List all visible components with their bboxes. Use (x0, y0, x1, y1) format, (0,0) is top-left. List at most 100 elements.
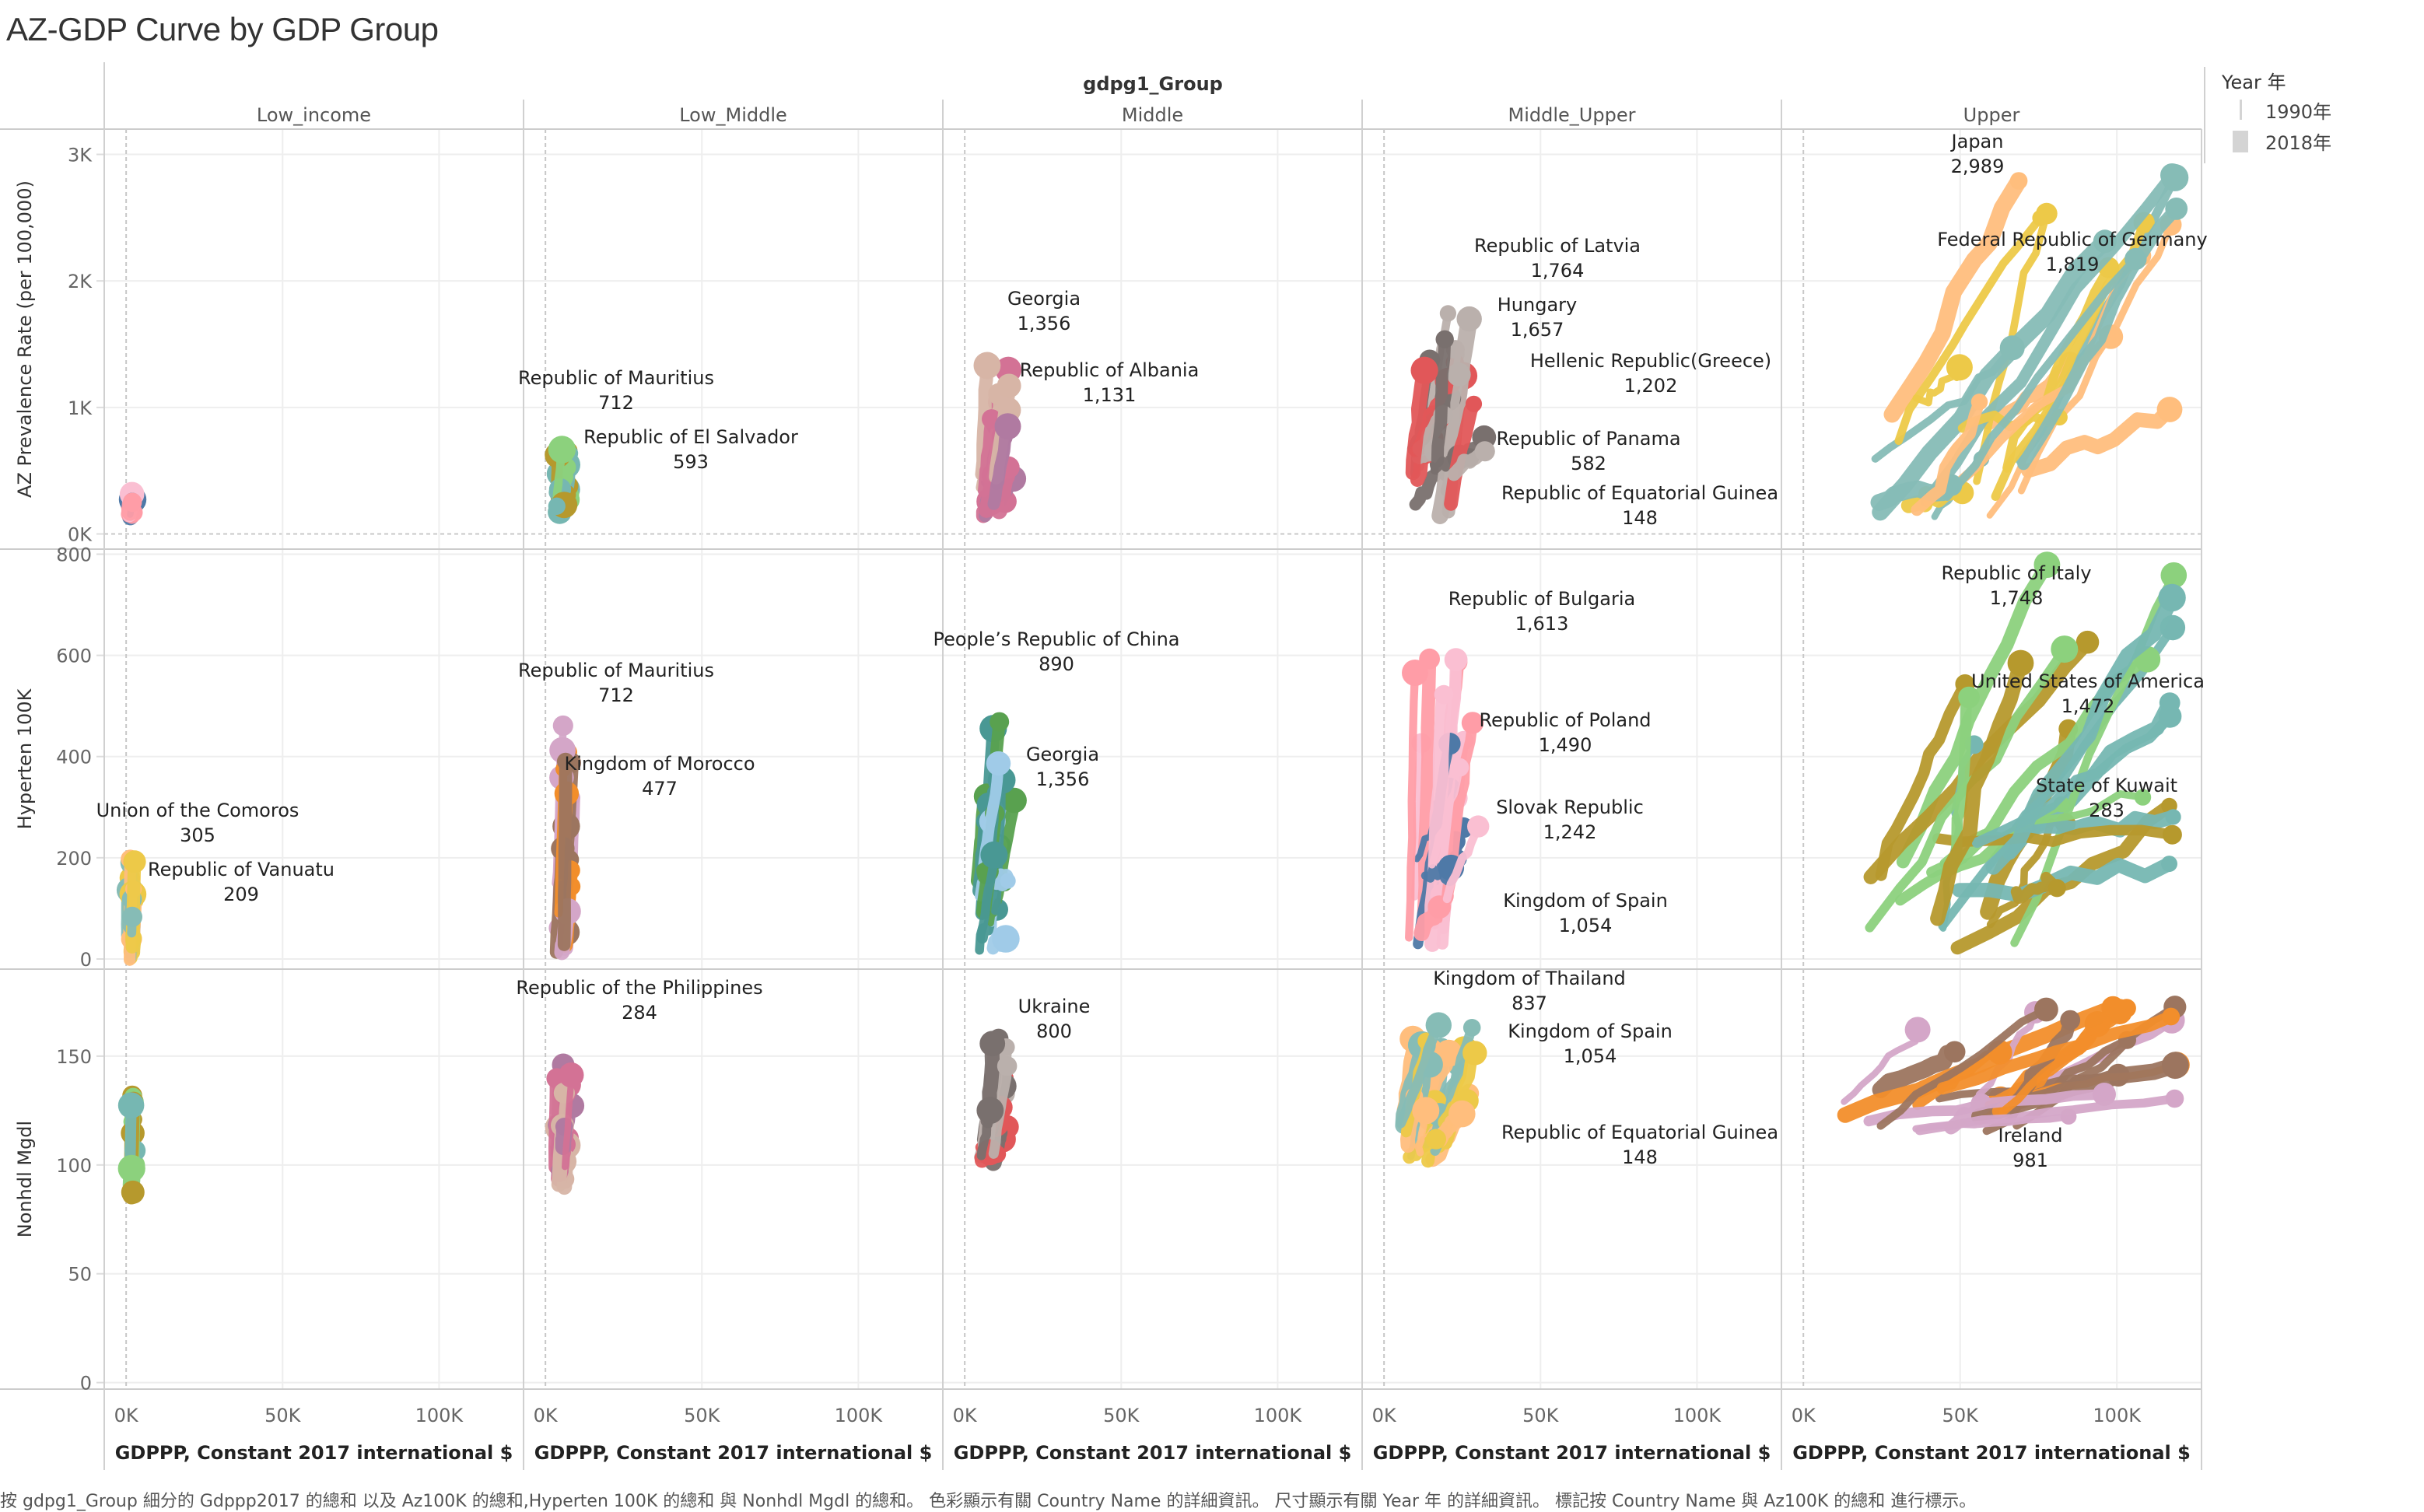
country-endpoint-2018 (1000, 873, 1016, 889)
annotation-value: 305 (180, 824, 215, 846)
country-endpoint-2018 (559, 1062, 583, 1087)
annotation-value: 1,356 (1018, 313, 1071, 334)
country-endpoint-2018 (1450, 758, 1469, 777)
annotation-country-name: Hellenic Republic(Greece) (1530, 350, 1771, 372)
country-endpoint-2018 (1448, 1101, 1476, 1128)
y-tick-label: 0K (68, 523, 93, 545)
annotation-country-name: Republic of Mauritius (518, 367, 714, 389)
country-endpoint-2018 (1457, 306, 1482, 331)
country-endpoint-2018 (980, 842, 1007, 869)
annotation-country-name: Republic of Mauritius (518, 660, 714, 681)
column-header: Middle_Upper (1508, 104, 1636, 126)
annotation-value: 283 (2089, 800, 2125, 821)
country-endpoint-2018 (1445, 648, 1468, 671)
x-tick-label: 0K (1792, 1405, 1816, 1426)
x-tick-label: 100K (415, 1405, 464, 1426)
annotation-value: 1,054 (1559, 915, 1613, 936)
country-endpoint-2018 (548, 498, 566, 515)
annotation-value: 1,819 (2046, 254, 2100, 275)
annotation-country-name: Ukraine (1018, 996, 1091, 1017)
country-endpoint-2018 (2032, 210, 2048, 226)
country-endpoint-2018 (2060, 1010, 2080, 1031)
y-tick-label: 2K (68, 271, 93, 292)
country-endpoint-2018 (1447, 362, 1471, 387)
column-header: Low_income (257, 104, 371, 126)
annotation-value: 284 (622, 1002, 657, 1024)
country-endpoint-2018 (2166, 809, 2181, 824)
x-tick-label: 50K (1942, 1405, 1980, 1426)
x-tick-label: 50K (264, 1405, 302, 1426)
annotation-value: 1,490 (1539, 734, 1592, 756)
annotation-country-name: Republic of the Philippines (516, 977, 762, 999)
country-endpoint-2018 (121, 1181, 145, 1204)
country-endpoint-2018 (2010, 172, 2028, 190)
country-endpoint-2018 (2157, 397, 2183, 422)
country-endpoint-2018 (2162, 1052, 2189, 1079)
x-tick-label: 0K (534, 1405, 559, 1426)
annotation-country-name: Republic of Poland (1479, 709, 1651, 731)
annotation-value: 837 (1511, 992, 1547, 1014)
country-endpoint-2018 (997, 374, 1021, 398)
legend[interactable]: Year 年 1990年 2018年 (2221, 72, 2331, 154)
y-tick-label: 100 (56, 1155, 92, 1177)
country-endpoint-2018 (976, 1097, 1004, 1124)
legend-item-2018[interactable]: 2018年 (2265, 132, 2331, 154)
annotation-value: 890 (1039, 653, 1074, 675)
annotation-country-name: Kingdom of Morocco (564, 753, 755, 775)
annotation-country-name: Republic of El Salvador (583, 426, 798, 448)
annotation-value: 1,613 (1515, 613, 1569, 635)
column-group-title: gdpg1_Group (1083, 73, 1223, 95)
annotation-value: 1,472 (2061, 695, 2115, 717)
annotation-value: 2,989 (1951, 156, 2005, 177)
country-endpoint-2018 (997, 1056, 1018, 1076)
country-endpoint-2018 (2158, 584, 2185, 611)
country-endpoint-2018 (979, 1031, 1005, 1056)
country-endpoint-2018 (1466, 396, 1482, 412)
country-endpoint-2018 (2048, 879, 2066, 897)
annotation-country-name: Republic of Vanuatu (148, 859, 335, 880)
country-endpoint-2018 (1944, 1041, 1966, 1063)
annotation-country-name: Republic of Equatorial Guinea (1501, 1122, 1778, 1143)
annotation-country-name: Republic of Bulgaria (1448, 588, 1636, 610)
y-tick-label: 3K (68, 145, 93, 166)
country-endpoint-2018 (990, 712, 1009, 732)
legend-item-1990[interactable]: 1990年 (2265, 101, 2331, 123)
country-endpoint-2018 (1426, 1129, 1446, 1150)
country-endpoint-2018 (1412, 1097, 1439, 1124)
country-endpoint-2018 (2166, 1090, 2184, 1108)
annotation-value: 209 (223, 884, 259, 905)
country-endpoint-2018 (2000, 335, 2025, 360)
legend-swatch-1990[interactable] (2240, 100, 2242, 120)
x-axis-title: GDPPP, Constant 2017 international $ (1373, 1442, 1771, 1464)
chart-caption: 按 gdpg1_Group 細分的 Gdppp2017 的總和 以及 Az100… (0, 1487, 1976, 1512)
annotation-value: 148 (1622, 1146, 1658, 1168)
country-endpoint-2018 (1905, 1017, 1931, 1042)
country-endpoint-2018 (1467, 815, 1489, 837)
country-trajectory (1926, 175, 2172, 501)
annotation-country-name: Federal Republic of Germany (1937, 229, 2207, 250)
country-endpoint-2018 (123, 850, 145, 873)
annotation-country-name: Japan (1950, 131, 2004, 152)
country-endpoint-2018 (1434, 685, 1454, 705)
country-endpoint-2018 (2161, 856, 2177, 872)
annotation-country-name: People’s Republic of China (933, 628, 1179, 650)
annotation-value: 1,748 (1990, 587, 2044, 609)
country-endpoint-2018 (123, 493, 142, 513)
legend-title: Year 年 (2221, 72, 2286, 93)
annotation-value: 1,242 (1543, 821, 1597, 843)
country-endpoint-2018 (1402, 660, 1428, 686)
annotation-country-name: State of Kuwait (2036, 775, 2177, 796)
annotation-value: 712 (598, 684, 634, 706)
x-axis-title: GDPPP, Constant 2017 international $ (115, 1442, 513, 1464)
country-endpoint-2018 (553, 716, 573, 736)
x-tick-label: 100K (1673, 1405, 1722, 1426)
country-endpoint-2018 (548, 436, 576, 463)
annotation-value: 1,764 (1531, 260, 1585, 282)
annotation-country-name: Union of the Comoros (96, 800, 299, 821)
legend-swatch-2018[interactable] (2233, 131, 2248, 152)
country-trajectory (1438, 339, 1445, 461)
y-tick-label: 800 (56, 544, 92, 566)
y-tick-label: 200 (56, 848, 92, 870)
country-endpoint-2018 (2165, 198, 2188, 220)
x-tick-label: 50K (684, 1405, 721, 1426)
